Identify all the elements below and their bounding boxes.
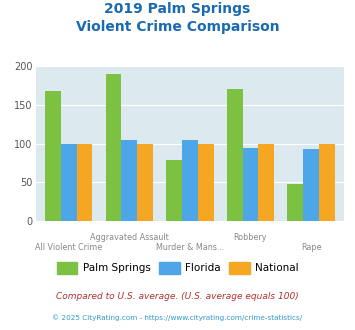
- Text: Aggravated Assault: Aggravated Assault: [90, 233, 169, 242]
- Bar: [137, 144, 153, 221]
- Bar: [106, 74, 121, 221]
- Text: 2019 Palm Springs: 2019 Palm Springs: [104, 2, 251, 16]
- Bar: [258, 144, 274, 221]
- Bar: [182, 140, 198, 221]
- Text: Robbery: Robbery: [234, 233, 267, 242]
- Bar: [242, 148, 258, 221]
- Bar: [227, 89, 242, 221]
- Text: Rape: Rape: [301, 243, 321, 251]
- Bar: [121, 141, 137, 221]
- Text: © 2025 CityRating.com - https://www.cityrating.com/crime-statistics/: © 2025 CityRating.com - https://www.city…: [53, 314, 302, 321]
- Text: All Violent Crime: All Violent Crime: [35, 243, 103, 251]
- Text: Murder & Mans...: Murder & Mans...: [156, 243, 224, 251]
- Bar: [166, 160, 182, 221]
- Legend: Palm Springs, Florida, National: Palm Springs, Florida, National: [53, 258, 302, 278]
- Bar: [61, 144, 77, 221]
- Bar: [303, 149, 319, 221]
- Bar: [319, 144, 335, 221]
- Text: Compared to U.S. average. (U.S. average equals 100): Compared to U.S. average. (U.S. average …: [56, 292, 299, 301]
- Text: Violent Crime Comparison: Violent Crime Comparison: [76, 20, 279, 34]
- Bar: [45, 91, 61, 221]
- Bar: [77, 144, 92, 221]
- Bar: [288, 184, 303, 221]
- Bar: [198, 144, 214, 221]
